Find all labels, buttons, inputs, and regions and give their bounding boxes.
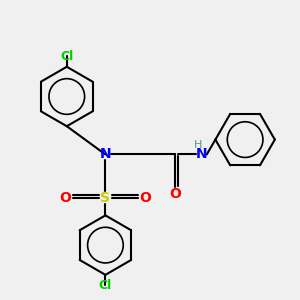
Text: H: H bbox=[194, 140, 202, 150]
Text: S: S bbox=[100, 190, 110, 205]
Text: N: N bbox=[100, 148, 111, 161]
Text: Cl: Cl bbox=[99, 279, 112, 292]
Text: O: O bbox=[59, 190, 71, 205]
Text: O: O bbox=[169, 187, 181, 201]
Text: O: O bbox=[140, 190, 152, 205]
Text: Cl: Cl bbox=[60, 50, 74, 63]
Text: N: N bbox=[196, 148, 208, 161]
